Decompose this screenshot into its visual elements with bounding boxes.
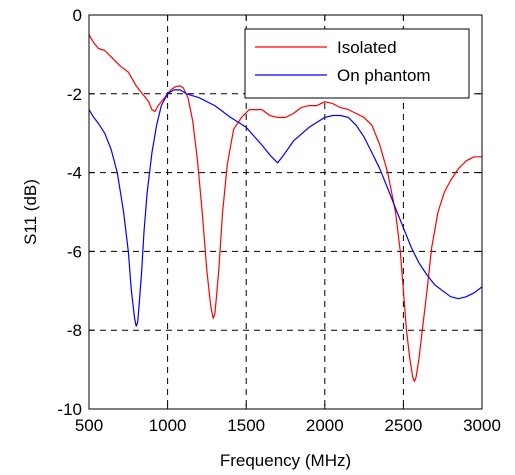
legend: Isolated On phantom [244,28,470,99]
legend-box [244,28,470,99]
y-tick-label: 0 [73,6,82,25]
x-axis-label: Frequency (MHz) [220,451,351,470]
y-tick-label: -8 [67,321,82,340]
x-tick-label: 1500 [227,416,265,435]
y-tick-label: -2 [67,85,82,104]
axis-ticks: 500 1000 1500 2000 2500 3000 0 -2 -4 -6 -8 -10 [57,6,500,435]
y-tick-label: -6 [67,242,82,261]
plot-frame [88,14,483,410]
y-axis-label: S11 (dB) [21,179,40,245]
x-tick-label: 500 [75,416,103,435]
x-tick-label: 3000 [463,416,501,435]
y-tick-label: -10 [57,400,82,419]
series-line-1 [88,34,482,382]
series-lines [88,34,483,382]
x-tick-label: 2000 [306,416,344,435]
y-tick-label: -4 [67,164,82,183]
x-tick-label: 2500 [384,416,422,435]
series-line-2 [88,89,483,327]
legend-label-2: On phantom [337,66,431,85]
x-tick-label: 1000 [149,416,187,435]
legend-label-1: Isolated [337,38,397,57]
